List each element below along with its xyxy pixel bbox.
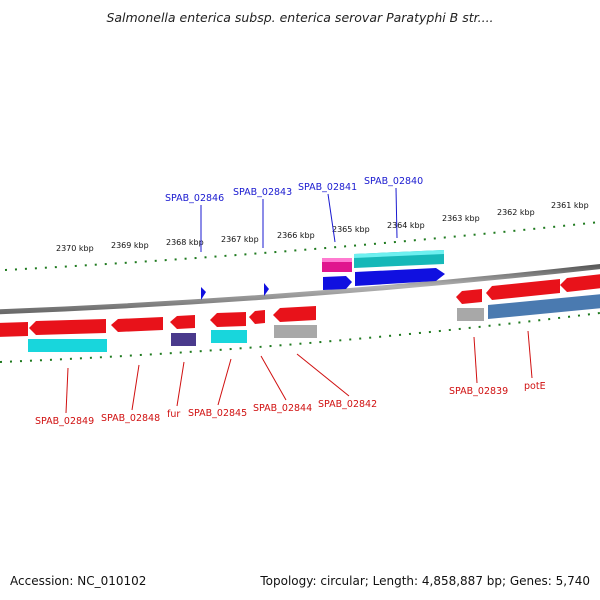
gene-label-top[interactable]: SPAB_02843 bbox=[233, 187, 292, 198]
gene-label-bottom[interactable]: SPAB_02849 bbox=[35, 416, 94, 427]
scale-label: 2369 kbp bbox=[111, 241, 149, 250]
gene-label-top[interactable]: SPAB_02841 bbox=[298, 182, 357, 193]
top-labels: SPAB_02846 SPAB_02843 SPAB_02841 SPAB_02… bbox=[165, 176, 423, 204]
scale-label: 2364 kbp bbox=[387, 221, 425, 230]
genome-title: Salmonella enterica subsp. enterica sero… bbox=[106, 10, 494, 25]
gene-spab-02845[interactable] bbox=[210, 312, 246, 327]
top-label-leaders bbox=[200, 187, 398, 252]
gene-small-marker[interactable] bbox=[264, 283, 269, 296]
gene-label-bottom[interactable]: fur bbox=[167, 409, 180, 420]
gene-cyan-block[interactable] bbox=[28, 339, 107, 352]
gene-steel-block[interactable] bbox=[488, 294, 600, 319]
gene-blue-arrow[interactable] bbox=[355, 268, 445, 286]
scale-label: 2370 kbp bbox=[56, 244, 94, 253]
reverse-genes bbox=[0, 274, 600, 352]
accession-text: Accession: NC_010102 bbox=[10, 574, 147, 588]
scale-label: 2361 kbp bbox=[551, 201, 589, 210]
gene-label-top[interactable]: SPAB_02846 bbox=[165, 193, 224, 204]
scale-label: 2362 kbp bbox=[497, 208, 535, 217]
gene-label-bottom[interactable]: SPAB_02845 bbox=[188, 408, 247, 419]
scale-label: 2363 kbp bbox=[442, 214, 480, 223]
upper-scale-line bbox=[4, 221, 600, 271]
gene-fur[interactable] bbox=[170, 315, 195, 329]
gene-grey-block[interactable] bbox=[274, 325, 317, 338]
bottom-labels: SPAB_02849 SPAB_02848 fur SPAB_02845 SPA… bbox=[35, 381, 546, 427]
forward-genes bbox=[201, 250, 445, 300]
gene-pote[interactable] bbox=[486, 279, 560, 300]
gene-highlight bbox=[354, 250, 444, 258]
gene-spab-02848[interactable] bbox=[111, 317, 163, 332]
gene-spab-02839[interactable] bbox=[456, 289, 482, 304]
gene-label-bottom[interactable]: potE bbox=[524, 381, 546, 392]
gene-red-arrow[interactable] bbox=[0, 322, 28, 337]
gene-blue-arrow[interactable] bbox=[323, 276, 352, 290]
lower-scale-line bbox=[0, 312, 600, 363]
gene-highlight bbox=[322, 258, 352, 262]
scale-label: 2367 kbp bbox=[221, 235, 259, 244]
gene-purple-block[interactable] bbox=[171, 333, 196, 346]
genome-summary: Topology: circular; Length: 4,858,887 bp… bbox=[260, 574, 590, 588]
gene-small-marker[interactable] bbox=[201, 287, 206, 300]
gene-spab-02849[interactable] bbox=[29, 319, 106, 335]
gene-label-top[interactable]: SPAB_02840 bbox=[364, 176, 423, 187]
genome-backbone bbox=[0, 264, 600, 315]
gene-cyan-block[interactable] bbox=[211, 330, 247, 343]
gene-label-bottom[interactable]: SPAB_02839 bbox=[449, 386, 508, 397]
scale-labels: 2370 kbp 2369 kbp 2368 kbp 2367 kbp 2366… bbox=[56, 201, 589, 253]
gene-spab-02844[interactable] bbox=[249, 310, 265, 324]
scale-label: 2366 kbp bbox=[277, 231, 315, 240]
bottom-label-leaders bbox=[65, 330, 533, 414]
gene-spab-02842[interactable] bbox=[273, 306, 316, 322]
scale-label: 2368 kbp bbox=[166, 238, 204, 247]
gene-grey-block[interactable] bbox=[457, 308, 484, 321]
gene-red-arrow[interactable] bbox=[560, 274, 600, 292]
gene-label-bottom[interactable]: SPAB_02844 bbox=[253, 403, 312, 414]
scale-label: 2365 kbp bbox=[332, 225, 370, 234]
gene-label-bottom[interactable]: SPAB_02842 bbox=[318, 399, 377, 410]
gene-label-bottom[interactable]: SPAB_02848 bbox=[101, 413, 160, 424]
